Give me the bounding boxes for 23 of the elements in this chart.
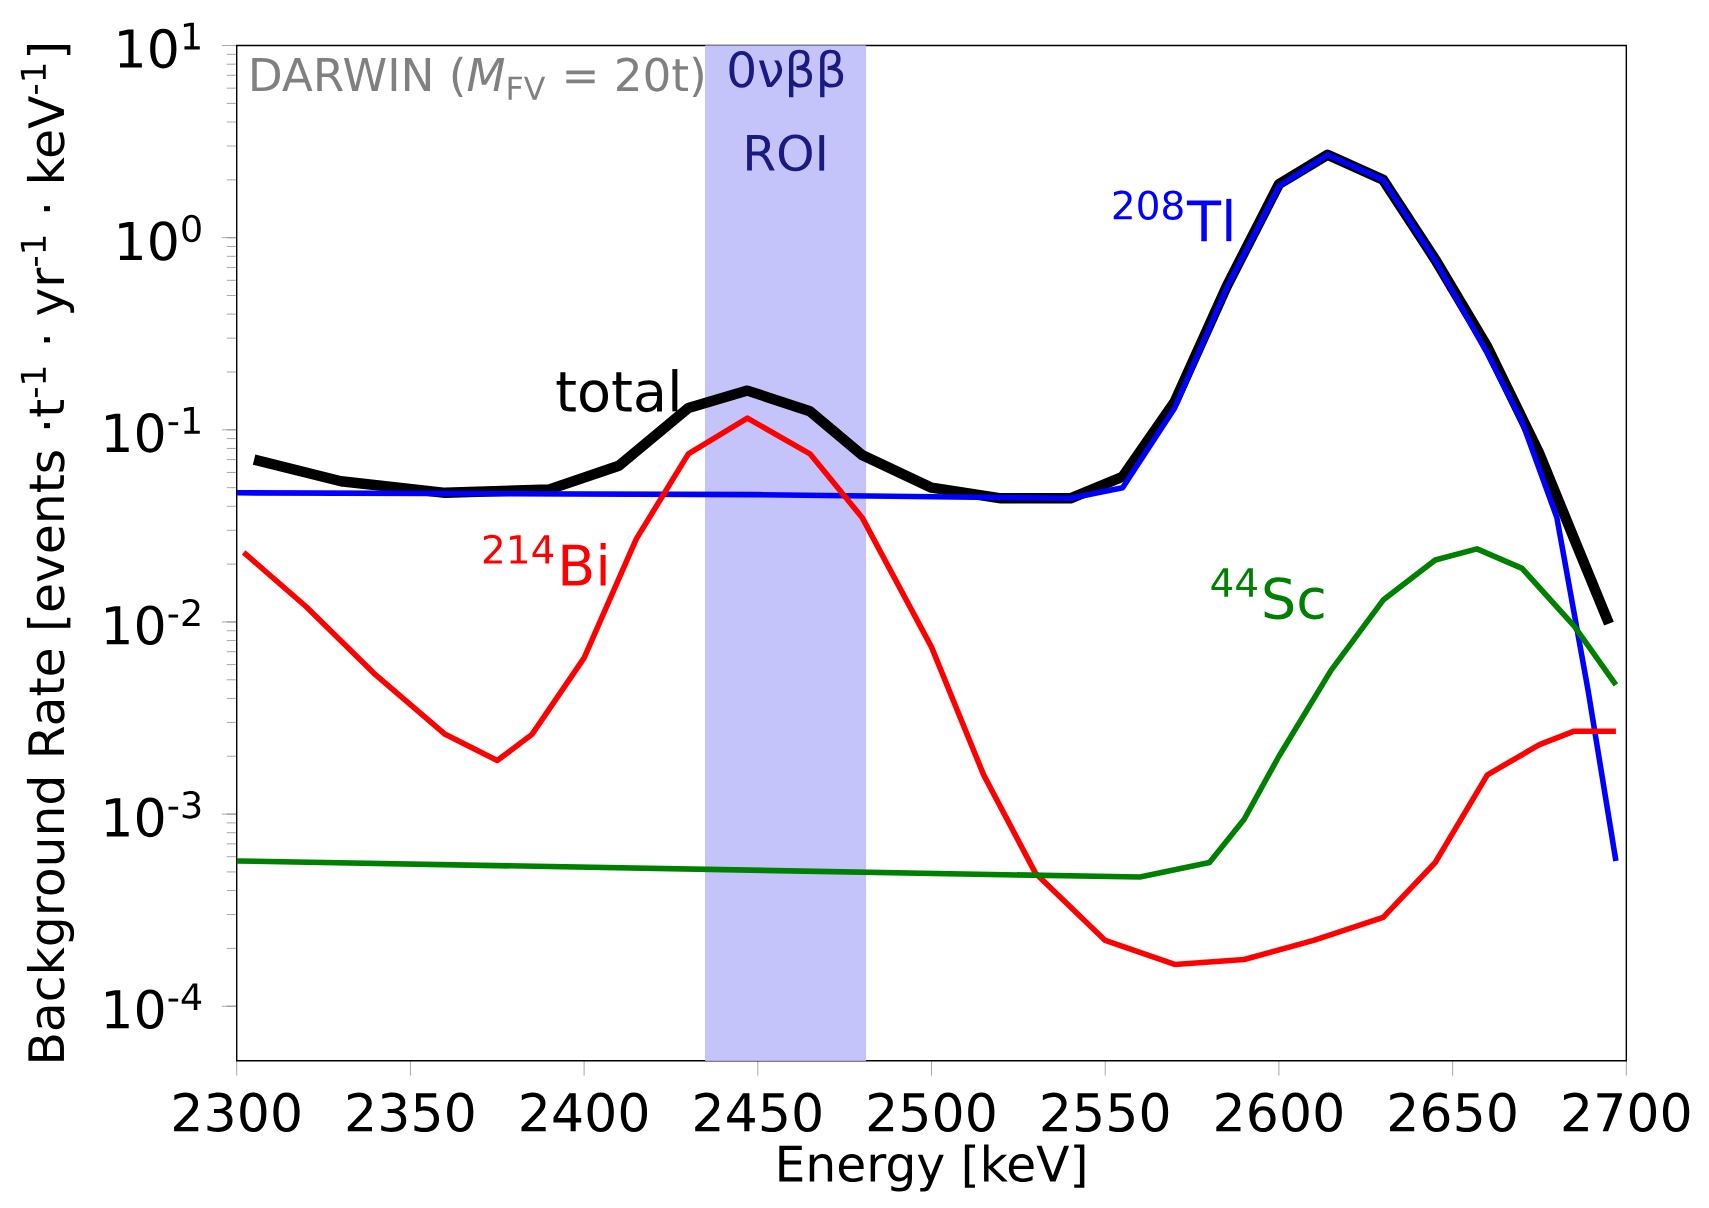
- x-tick-label: 2350: [347, 1092, 474, 1133]
- y-tick-label: 10$^{-2}$: [106, 599, 200, 646]
- x-tick-label: 2550: [1042, 1092, 1169, 1133]
- y-axis-title: Background Rate [events ·t$^{-1}$ · yr$^{-1}$ · keV$^{-1}$]: [20, 45, 75, 1061]
- y-tick-label: 10$^{-3}$: [106, 791, 201, 838]
- x-axis-title: Energy [keV]: [779, 1144, 1085, 1192]
- band-label: 0νββ ROI: [729, 49, 844, 172]
- x-tick-label: 2300: [174, 1092, 300, 1133]
- y-tick-label: 10$^{0}$: [119, 214, 201, 261]
- y-tick-label: 10$^{-4}$: [106, 983, 202, 1030]
- series-label: $^{44}$Sc: [1211, 568, 1324, 620]
- x-tick-label: 2450: [695, 1092, 821, 1133]
- series-label: $^{214}$Bi: [483, 534, 606, 586]
- x-tick-label: 2650: [1390, 1092, 1516, 1133]
- series-label: total: [556, 369, 678, 413]
- x-tick-label: 2600: [1216, 1092, 1342, 1133]
- x-tick-label: 2700: [1563, 1092, 1690, 1133]
- y-tick-label: 10$^{-1}$: [106, 407, 200, 453]
- annotation: DARWIN (M$_{FV}$ = 20t): [252, 56, 703, 100]
- x-tick-label: 2500: [868, 1092, 995, 1133]
- x-tick-label: 2400: [521, 1092, 648, 1133]
- series-label: $^{208}$Tl: [1113, 190, 1232, 242]
- y-tick-label: 10$^{1}$: [119, 22, 200, 69]
